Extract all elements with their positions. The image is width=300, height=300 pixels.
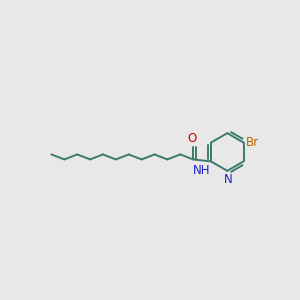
Text: NH: NH <box>193 164 211 177</box>
Text: N: N <box>224 173 233 186</box>
Text: O: O <box>188 132 197 145</box>
Text: Br: Br <box>246 136 259 149</box>
